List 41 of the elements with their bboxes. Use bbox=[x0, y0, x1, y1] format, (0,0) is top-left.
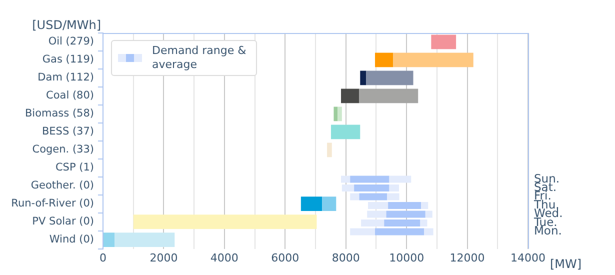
y-tick-label: Cogen. (33) bbox=[32, 144, 94, 156]
bar bbox=[327, 142, 332, 158]
y-tick-label: Run-of-River (0) bbox=[11, 198, 94, 210]
y-tick-label: PV Solar (0) bbox=[32, 216, 94, 228]
bar bbox=[366, 70, 414, 86]
x-axis-title: [MW] bbox=[550, 256, 582, 271]
y-tick-label: Dam (112) bbox=[38, 72, 94, 84]
bar bbox=[104, 232, 115, 247]
x-tick-label: 0 bbox=[100, 251, 106, 264]
y-tick-label: Oil (279) bbox=[48, 36, 94, 48]
bar bbox=[330, 124, 360, 140]
bar bbox=[133, 214, 317, 230]
y-tick-label: Gas (119) bbox=[42, 54, 94, 66]
bar bbox=[114, 232, 175, 247]
bar bbox=[393, 52, 474, 68]
y-tick-label: Coal (80) bbox=[46, 90, 94, 102]
x-tick-label: 4000 bbox=[210, 251, 238, 264]
bar bbox=[350, 193, 360, 200]
bar bbox=[359, 88, 418, 104]
y-tick-label: Geother. (0) bbox=[30, 180, 94, 192]
bar bbox=[375, 52, 394, 68]
y-tick-label: Biomass (58) bbox=[24, 108, 94, 120]
bar bbox=[338, 106, 342, 122]
x-tick-label: 14000 bbox=[510, 251, 546, 264]
y-axis-title: [USD/MWh] bbox=[32, 18, 101, 32]
bar bbox=[322, 196, 336, 212]
y-tick-label: CSP (1) bbox=[55, 162, 94, 174]
bar bbox=[359, 193, 388, 200]
y-tick-label: Wind (0) bbox=[49, 234, 94, 246]
bar bbox=[334, 106, 338, 122]
x-tick-label: 6000 bbox=[271, 251, 300, 264]
bar bbox=[431, 34, 456, 50]
bar bbox=[341, 88, 360, 104]
y-tick-label: BESS (37) bbox=[42, 126, 94, 138]
legend-label: Demand range & average bbox=[152, 44, 248, 72]
bar bbox=[360, 70, 366, 86]
x-tick-label: 12000 bbox=[450, 251, 485, 264]
x-tick-label: 8000 bbox=[332, 251, 360, 264]
x-tick-label: 2000 bbox=[150, 251, 178, 264]
bar bbox=[300, 196, 322, 212]
x-tick-label: 10000 bbox=[389, 251, 424, 264]
